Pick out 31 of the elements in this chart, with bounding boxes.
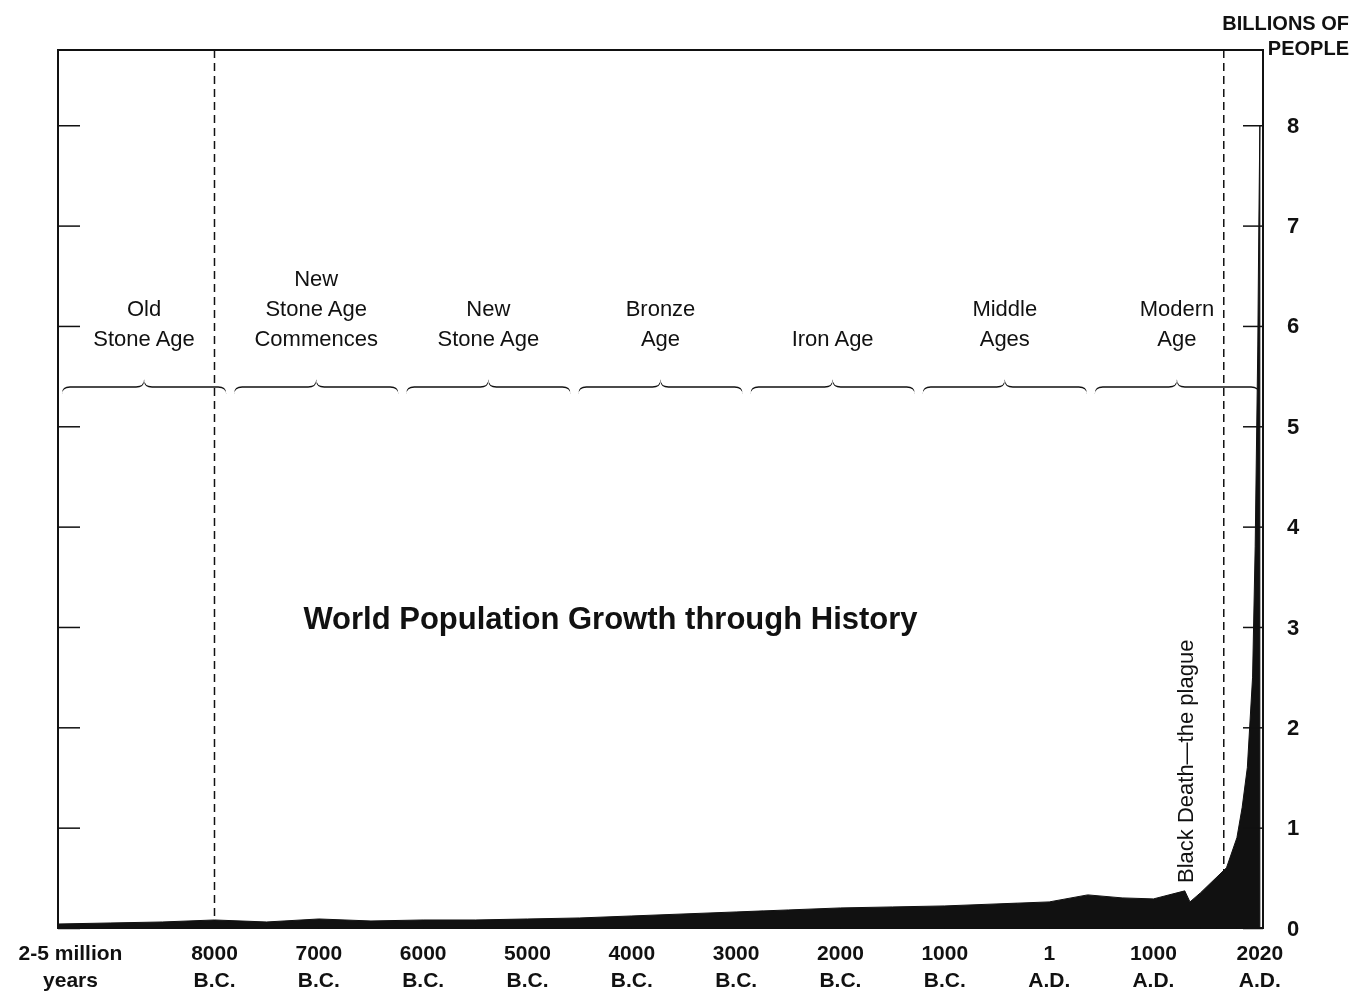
x-tick-label: 2020 A.D. bbox=[1236, 941, 1284, 991]
annotation: Black Death—the plague bbox=[1173, 639, 1198, 883]
y-tick-label: 8 bbox=[1286, 112, 1300, 138]
x-tick-label: 8000 B.C. bbox=[191, 941, 238, 991]
x-tick-label: 1000 A.D. bbox=[1130, 941, 1177, 991]
annotation: New Stone Age Commences bbox=[254, 266, 378, 352]
y-tick-label: 1 bbox=[1286, 815, 1300, 841]
x-tick-label: 6000 B.C. bbox=[399, 941, 447, 991]
y-tick-label: 7 bbox=[1286, 213, 1300, 239]
x-tick-label: 3000 B.C. bbox=[712, 941, 760, 991]
y-tick-label: 4 bbox=[1286, 514, 1300, 540]
y-axis-title: BILLIONS OF PEOPLE bbox=[1222, 12, 1349, 59]
x-tick-label: 2000 B.C. bbox=[817, 941, 864, 991]
y-tick-label: 5 bbox=[1286, 413, 1300, 439]
x-tick-label: 7000 B.C. bbox=[295, 941, 343, 991]
y-tick-label: 2 bbox=[1286, 714, 1300, 740]
annotation: Old Stone Age bbox=[93, 296, 195, 352]
x-tick-label: 1 A.D. bbox=[1028, 941, 1071, 991]
x-tick-label: 4000 B.C. bbox=[608, 941, 656, 991]
annotation: Iron Age bbox=[791, 326, 874, 352]
y-tick-label: 0 bbox=[1286, 915, 1300, 941]
text: World Population Growth through History bbox=[303, 601, 919, 637]
annotation: Bronze Age bbox=[625, 296, 696, 352]
annotation: Modern Age bbox=[1139, 296, 1215, 352]
annotation: Middle Ages bbox=[972, 296, 1038, 352]
x-tick-label: 5000 B.C. bbox=[504, 941, 551, 991]
x-tick-label: 2-5 million years bbox=[18, 941, 123, 991]
y-tick-label: 6 bbox=[1286, 313, 1300, 339]
x-tick-label: 1000 B.C. bbox=[921, 941, 969, 991]
y-tick-label: 3 bbox=[1286, 614, 1300, 640]
annotation: New Stone Age bbox=[437, 296, 540, 352]
